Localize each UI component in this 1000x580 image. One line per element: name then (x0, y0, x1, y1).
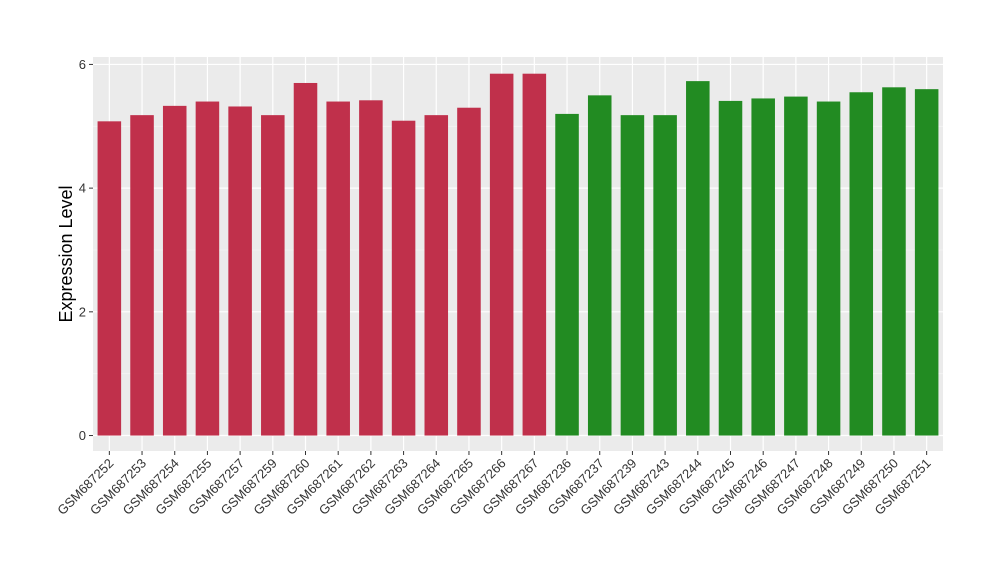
bar-GSM687246 (751, 98, 775, 436)
bar-GSM687247 (784, 96, 808, 436)
bar-GSM687265 (457, 107, 481, 436)
bar-GSM687252 (97, 121, 122, 436)
bar-GSM687244 (686, 81, 710, 436)
bars (97, 73, 939, 436)
y-tick-label: 4 (79, 181, 86, 196)
bar-GSM687250 (882, 87, 906, 436)
bar-GSM687259 (261, 115, 285, 436)
bar-GSM687254 (162, 105, 187, 436)
bar-GSM687248 (816, 101, 841, 436)
bar-GSM687262 (359, 100, 383, 436)
bar-GSM687267 (522, 73, 547, 436)
bar-GSM687255 (195, 101, 220, 436)
bar-GSM687249 (849, 92, 874, 436)
bar-GSM687245 (718, 100, 743, 436)
x-axis: GSM687252GSM687253GSM687254GSM687255GSM6… (54, 451, 934, 518)
bar-GSM687253 (130, 115, 154, 436)
plot-panel (93, 57, 943, 451)
y-tick-label: 6 (79, 57, 86, 72)
y-tick-label: 2 (79, 304, 86, 319)
bar-GSM687263 (391, 120, 416, 436)
bar-GSM687261 (326, 101, 350, 436)
y-axis-title: Expression Level (56, 185, 76, 322)
bar-GSM687266 (489, 73, 514, 436)
bar-GSM687239 (620, 115, 645, 436)
y-tick-label: 0 (79, 428, 86, 443)
bar-GSM687264 (424, 115, 449, 436)
y-axis: 0 2 4 6 (79, 57, 93, 443)
bar-GSM687260 (293, 82, 318, 436)
bar-GSM687237 (587, 95, 612, 436)
bar-GSM687257 (228, 106, 252, 436)
bar-GSM687236 (555, 113, 579, 436)
bar-GSM687251 (914, 89, 939, 436)
bar-GSM687243 (653, 115, 677, 436)
